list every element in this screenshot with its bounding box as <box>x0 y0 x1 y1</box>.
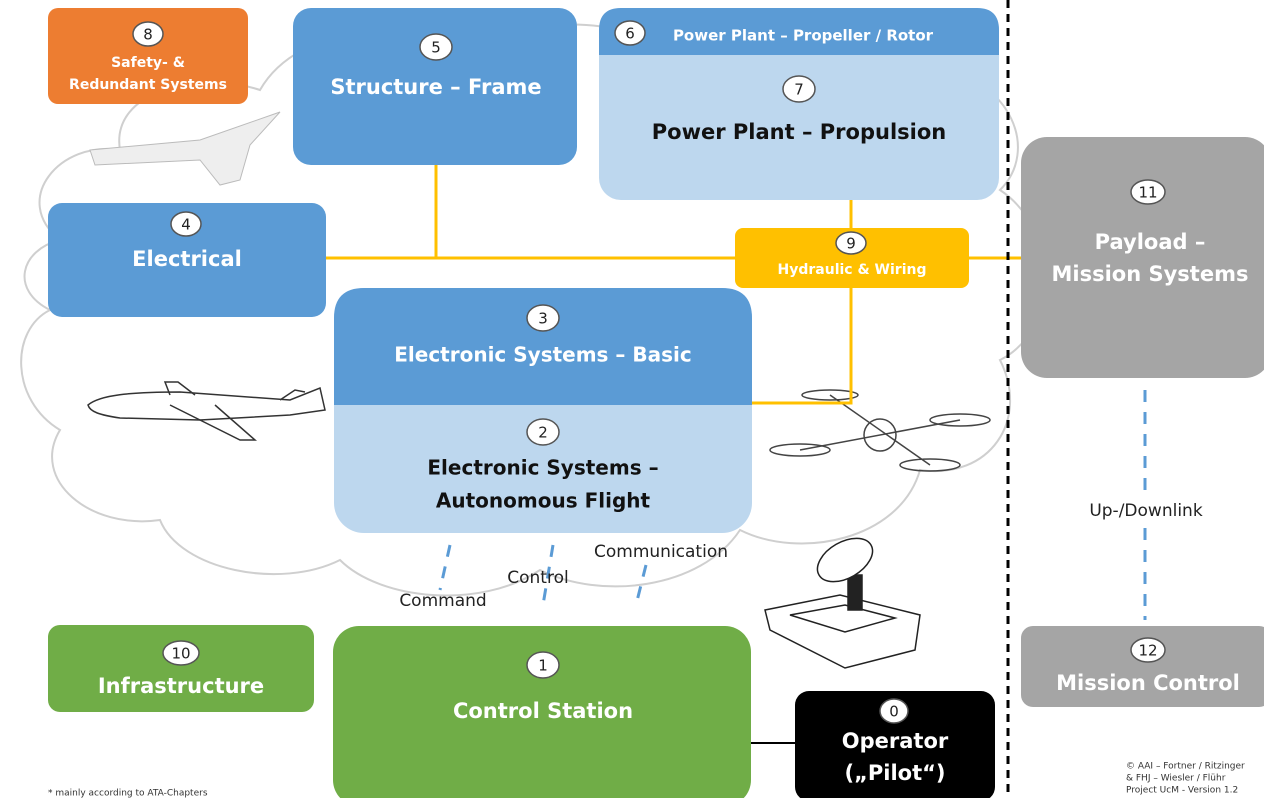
link-label: Communication <box>594 542 728 562</box>
node-label: Power Plant – Propulsion <box>652 120 946 144</box>
ground-station-sketch <box>765 529 920 668</box>
infrastructure-box <box>48 625 314 712</box>
link-label: Up-/Downlink <box>1089 501 1202 521</box>
node-number: 10 <box>171 645 190 663</box>
node-label: Structure – Frame <box>330 75 541 99</box>
node-label: Operator <box>842 729 949 753</box>
node-number: 7 <box>794 81 804 99</box>
node-number: 4 <box>181 216 191 234</box>
credit: © AAI – Fortner / Ritzinger <box>1126 762 1245 772</box>
link-label: Command <box>399 591 486 611</box>
node-number: 12 <box>1138 642 1157 660</box>
node-number: 8 <box>143 26 153 44</box>
node-label: Electronic Systems – <box>427 456 658 480</box>
node-label: Safety- & <box>111 55 185 71</box>
payload-box <box>1021 137 1264 378</box>
node-label: Payload – <box>1095 230 1206 254</box>
node-label: Infrastructure <box>98 674 264 698</box>
node-number: 2 <box>538 424 548 442</box>
node-label: Hydraulic & Wiring <box>778 262 927 278</box>
footnote: * mainly according to ATA-Chapters <box>48 789 208 798</box>
node-label: („Pilot“) <box>844 761 945 785</box>
node-number: 6 <box>625 25 635 43</box>
diagram: 8 Safety- & Redundant Systems 5 Structur… <box>0 0 1264 798</box>
node-number: 1 <box>538 657 548 675</box>
node-label: Redundant Systems <box>69 77 227 93</box>
node-label: Electronic Systems – Basic <box>394 343 692 367</box>
node-label: Mission Control <box>1056 671 1240 695</box>
credit: & FHJ – Wiesler / Flühr <box>1126 774 1226 784</box>
node-label: Power Plant – Propeller / Rotor <box>673 27 934 45</box>
node-number: 5 <box>431 39 441 57</box>
node-label: Autonomous Flight <box>436 489 651 513</box>
node-label: Mission Systems <box>1052 262 1249 286</box>
node-number: 3 <box>538 310 548 328</box>
link-label: Control <box>507 568 568 588</box>
node-number: 0 <box>889 703 899 721</box>
node-label: Electrical <box>132 247 242 271</box>
node-number: 9 <box>846 235 856 253</box>
credit: Project UcM - Version 1.2 <box>1126 786 1238 796</box>
node-label: Control Station <box>453 699 633 723</box>
node-number: 11 <box>1138 184 1157 202</box>
